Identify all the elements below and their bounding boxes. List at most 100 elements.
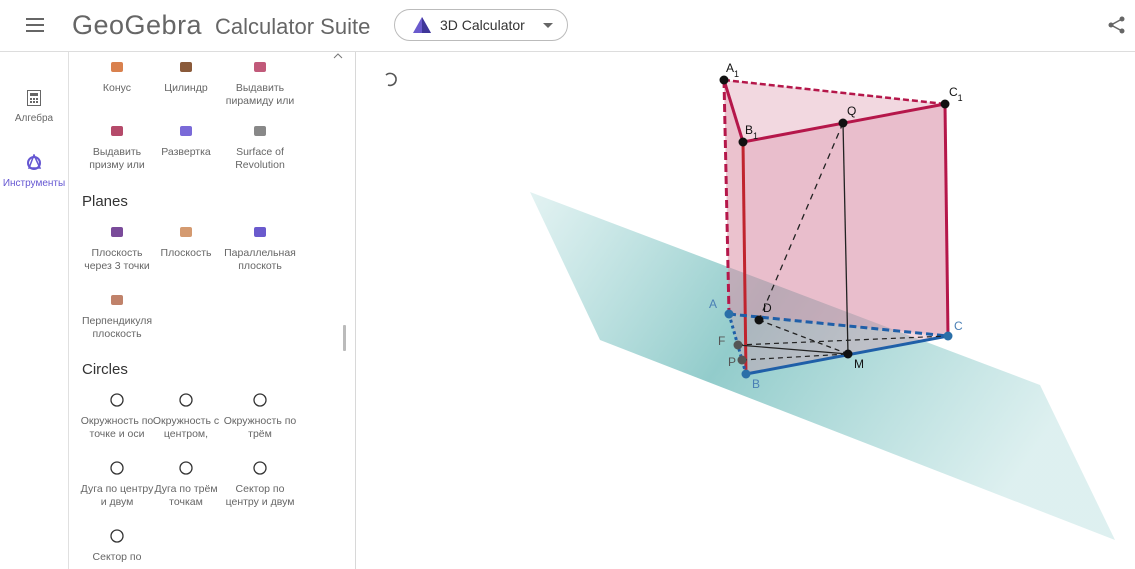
tool-icon <box>110 529 124 543</box>
rail-tab[interactable]: Алгебра <box>14 113 54 124</box>
point-label: B1 <box>745 123 758 141</box>
point <box>737 355 747 365</box>
icon-shape <box>180 62 192 72</box>
tool-button[interactable]: Окружность по трём <box>222 391 298 441</box>
tool-icon <box>111 62 123 72</box>
point-name: C <box>954 319 963 333</box>
icon-shape <box>110 393 124 407</box>
icon-shape <box>111 62 123 72</box>
point <box>738 137 748 147</box>
tool-button[interactable]: Развертка <box>148 122 224 159</box>
edge <box>722 79 731 315</box>
app-name: 3D Calculator <box>440 17 525 33</box>
edge <box>723 78 946 106</box>
edge <box>728 312 949 338</box>
tool-label: Развертка <box>161 146 211 158</box>
point <box>940 99 950 109</box>
tool-label: Параллельная плоскоть <box>224 247 296 272</box>
segment <box>737 335 949 346</box>
point <box>838 118 848 128</box>
tool-button[interactable]: Плоскость <box>148 223 224 260</box>
icon-shape <box>180 126 192 136</box>
tool-label: Выдавить пирамиду или <box>225 82 295 107</box>
tool-button[interactable]: Surface of Revolution <box>222 122 298 172</box>
tool-icon <box>180 126 192 136</box>
tool-button[interactable]: Выдавить пирамиду или <box>222 58 298 108</box>
point-name: Q <box>847 104 856 118</box>
tool-label: Плоскость <box>160 247 212 259</box>
tool-label: Конус <box>102 82 132 94</box>
tool-button[interactable]: Окружность с центром, <box>148 391 224 441</box>
point-sub: 1 <box>753 131 758 141</box>
point <box>724 309 734 319</box>
scrollbar[interactable] <box>343 325 347 351</box>
share-button[interactable] <box>1108 16 1126 34</box>
segment <box>758 122 844 321</box>
icon-shape <box>111 227 123 237</box>
point-sub: 1 <box>734 69 739 79</box>
point <box>943 331 953 341</box>
icon-shape <box>253 461 267 475</box>
icon-shape <box>110 461 124 475</box>
rail-tab[interactable]: Инструменты <box>2 178 66 189</box>
tool-button[interactable]: Конус <box>79 58 155 95</box>
point-name: M <box>854 357 864 371</box>
edge <box>741 141 748 375</box>
tool-label: Выдавить призму или <box>89 146 145 171</box>
tool-button[interactable]: Сектор по центру и двум <box>222 459 298 509</box>
point-label: P <box>728 355 736 369</box>
app-switcher[interactable]: 3D Calculator <box>394 9 568 41</box>
icon-shape <box>180 227 192 237</box>
collapse-caret[interactable] <box>333 52 343 60</box>
point-label: A <box>709 297 717 311</box>
point-name: A <box>726 61 734 75</box>
tool-button[interactable]: Параллельная плоскоть <box>222 223 298 273</box>
tool-icon <box>111 126 123 136</box>
icon-shape <box>179 393 193 407</box>
point-label: M <box>854 357 864 371</box>
tool-label: Сектор по центру и двум <box>225 483 295 508</box>
point <box>741 369 751 379</box>
icon-shape <box>254 62 266 72</box>
tool-icon <box>253 393 267 407</box>
point-label: C1 <box>949 85 963 103</box>
tool-button[interactable]: Сектор по <box>79 527 155 564</box>
tool-icon <box>254 126 266 136</box>
point <box>733 340 743 350</box>
point <box>843 349 853 359</box>
tool-label: Перпендикуля плоскость <box>81 315 153 340</box>
tools-panel: Конус Цилиндр Выдавить пирамиду или Выдавит… <box>68 52 356 569</box>
point-label: C <box>954 319 963 333</box>
tool-button[interactable]: Дуга по центру и двум <box>79 459 155 509</box>
segment <box>737 344 849 355</box>
icon-shape <box>254 126 266 136</box>
tool-icon <box>110 461 124 475</box>
tool-label: Плоскость через 3 точки <box>84 247 150 272</box>
tool-button[interactable]: Выдавить призму или <box>79 122 155 172</box>
tool-button[interactable]: Плоскость через 3 точки <box>79 223 155 273</box>
point-label: F <box>718 334 725 348</box>
point <box>719 75 729 85</box>
undo-button[interactable] <box>385 72 397 87</box>
menu-button[interactable] <box>26 18 44 32</box>
tool-label: Окружность с центром, <box>152 415 220 440</box>
tool-label: Сектор по <box>92 551 142 563</box>
segment <box>758 319 849 355</box>
tool-button[interactable]: Дуга по трём точкам <box>148 459 224 509</box>
point-name: B <box>752 377 760 391</box>
point-label: A1 <box>726 61 739 79</box>
tool-label: Дуга по центру и двум <box>80 483 154 508</box>
point-label: Q <box>847 104 856 118</box>
point-name: P <box>728 355 736 369</box>
tool-button[interactable]: Перпендикуля плоскость <box>79 291 155 341</box>
face <box>724 80 948 336</box>
icon-shape <box>253 393 267 407</box>
tool-button[interactable]: Цилиндр <box>148 58 224 95</box>
point-name: C <box>949 85 958 99</box>
tool-button[interactable]: Окружность по точке и оси <box>79 391 155 441</box>
section-title: Planes <box>82 193 128 210</box>
section-title: Circles <box>82 361 128 378</box>
tool-icon <box>180 227 192 237</box>
